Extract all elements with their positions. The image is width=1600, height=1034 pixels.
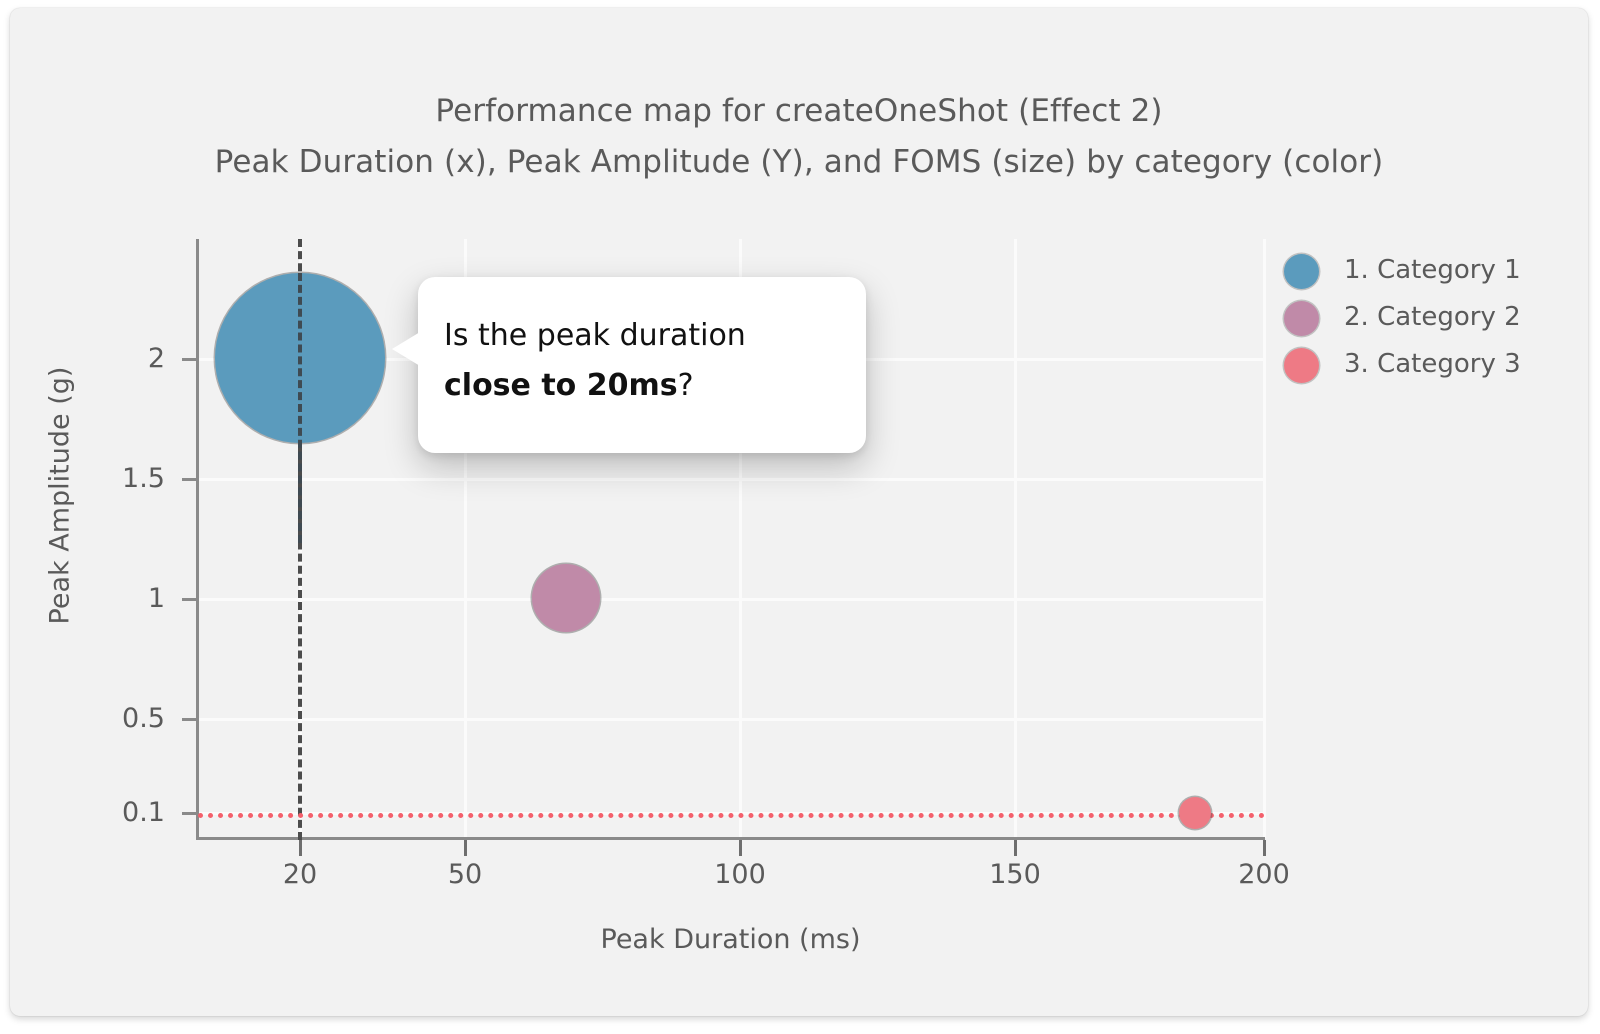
legend-item-category-2[interactable]: 2. Category 2 (1284, 295, 1584, 342)
x-tick-150 (1014, 840, 1017, 856)
legend: 1. Category 1 2. Category 2 3. Category … (1284, 248, 1584, 389)
x-tick-200 (1263, 840, 1266, 856)
gridline-v-50 (464, 239, 467, 838)
legend-swatch-icon-1 (1284, 254, 1319, 289)
legend-swatch-icon-2 (1284, 301, 1319, 336)
y-tick-0p1 (182, 812, 197, 815)
gridline-h-0p5 (198, 718, 1265, 721)
y-ticklabel-1p5: 1.5 (122, 463, 165, 494)
x-ticklabel-50: 50 (447, 859, 483, 890)
y-ticklabel-2: 2 (147, 343, 165, 374)
annotation-callout: Is the peak duration close to 20ms? (392, 277, 866, 453)
y-ticklabel-1: 1 (147, 583, 165, 614)
x-axis-line (196, 837, 1265, 840)
callout-line-2: close to 20ms? (444, 361, 844, 411)
plot-area: 2 1.5 1 0.5 0.1 20 50 100 150 200 Peak A… (10, 8, 1588, 1016)
callout-line-1: Is the peak duration (444, 318, 746, 353)
x-ticklabel-20: 20 (282, 859, 318, 890)
gridline-v-200 (1263, 239, 1266, 838)
gridline-h-1p5 (198, 478, 1265, 481)
callout-text: Is the peak duration close to 20ms? (444, 311, 844, 411)
y-tick-1 (182, 598, 197, 601)
gridline-v-150 (1014, 239, 1017, 838)
chart-title-line-2: Peak Duration (x), Peak Amplitude (Y), a… (214, 144, 1384, 180)
y-axis-line (196, 239, 199, 840)
bubble-category-3[interactable] (1179, 797, 1211, 829)
gridline-h-1 (198, 598, 1265, 601)
y-tick-1p5 (182, 478, 197, 481)
callout-line-2-tail: ? (677, 368, 694, 403)
chart-title-line-1: Performance map for createOneShot (Effec… (435, 93, 1163, 129)
x-axis-label: Peak Duration (ms) (600, 924, 861, 955)
legend-item-category-3[interactable]: 3. Category 3 (1284, 342, 1584, 389)
chart-title: Performance map for createOneShot (Effec… (10, 86, 1588, 188)
x-ticklabel-200: 200 (1238, 859, 1290, 890)
callout-line-2-bold: close to 20ms (444, 368, 678, 403)
gridline-v-100 (739, 239, 742, 838)
legend-item-category-1[interactable]: 1. Category 1 (1284, 248, 1584, 295)
x-tick-50 (464, 840, 467, 856)
x-tick-20 (299, 840, 302, 856)
y-tick-2 (182, 358, 197, 361)
y-ticklabel-0p5: 0.5 (122, 703, 165, 734)
callout-tail-icon (392, 332, 420, 366)
legend-label-1: 1. Category 1 (1344, 255, 1521, 285)
legend-label-2: 2. Category 2 (1344, 302, 1521, 332)
figure-card: Performance map for createOneShot (Effec… (10, 8, 1588, 1016)
y-ticklabel-0p1: 0.1 (122, 797, 165, 828)
x-ticklabel-150: 150 (989, 859, 1041, 890)
legend-swatch-icon-3 (1284, 348, 1319, 383)
x-ticklabel-100: 100 (714, 859, 766, 890)
legend-label-3: 3. Category 3 (1344, 349, 1521, 379)
x-tick-100 (739, 840, 742, 856)
y-tick-0p5 (182, 718, 197, 721)
reference-line-vertical-overlay (298, 273, 302, 543)
reference-line-horizontal-0p1g (198, 813, 1265, 818)
bubble-category-2[interactable] (532, 564, 600, 632)
y-axis-label: Peak Amplitude (g) (44, 366, 76, 625)
